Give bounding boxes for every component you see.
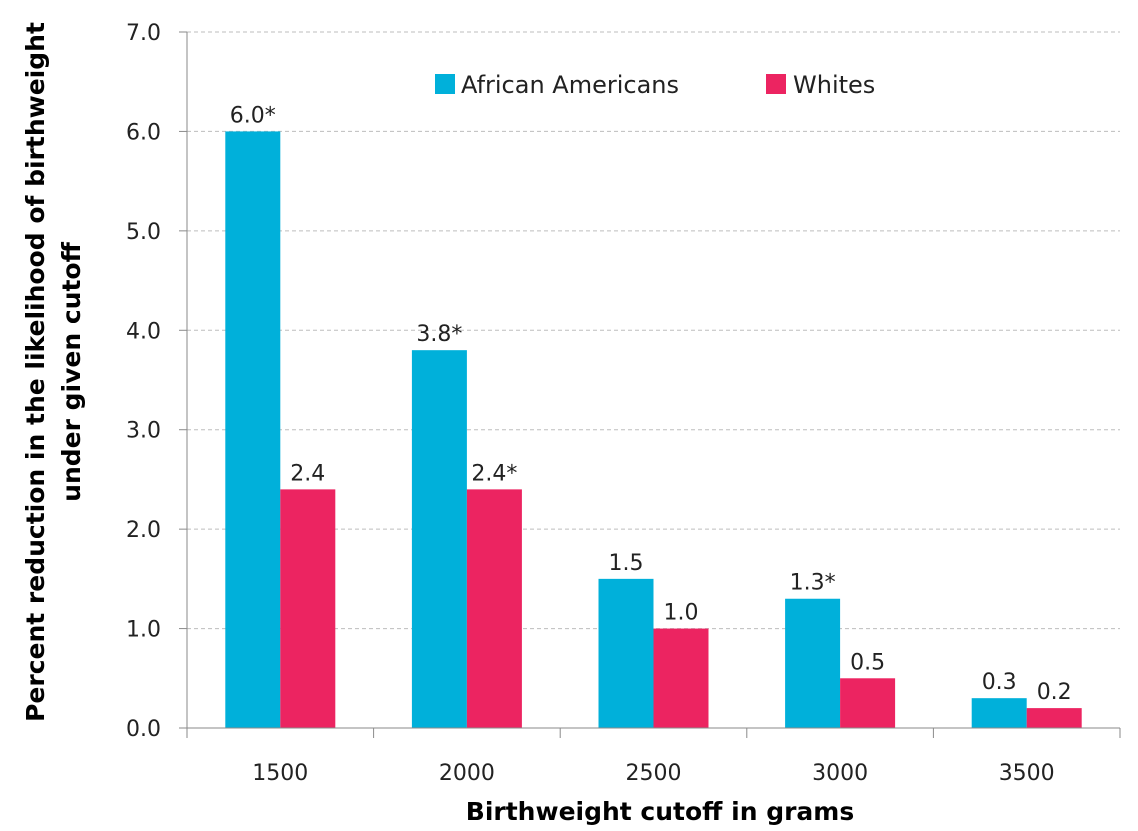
- data-label-whites-2500: 1.0: [664, 601, 699, 626]
- y-tick-label: 3.0: [126, 419, 161, 444]
- data-label-african-americans-1500: 6.0*: [230, 103, 276, 128]
- x-tick-label: 2000: [439, 761, 495, 786]
- data-labels: 6.0* 2.4 3.8* 2.4* 1.5 1.0 1.3* 0.5 0.3 0.2: [230, 103, 1072, 705]
- data-label-african-americans-2500: 1.5: [609, 551, 644, 576]
- x-tick-label: 3500: [999, 761, 1055, 786]
- bar-african-americans-1500: [225, 131, 281, 728]
- legend-label-african-americans: African Americans: [461, 71, 679, 99]
- data-label-african-americans-3000: 1.3*: [790, 571, 836, 596]
- legend-label-whites: Whites: [793, 71, 875, 99]
- data-label-whites-2000: 2.4*: [471, 461, 517, 486]
- x-axis-title: Birthweight cutoff in grams: [466, 797, 854, 826]
- axes: [179, 31, 1121, 738]
- data-label-whites-3500: 0.2: [1037, 680, 1072, 705]
- y-tick-label: 5.0: [126, 220, 161, 245]
- data-label-african-americans-3500: 0.3: [982, 670, 1017, 695]
- bar-whites-3000: [840, 678, 896, 728]
- bar-african-americans-2000: [411, 350, 467, 728]
- data-label-african-americans-2000: 3.8*: [416, 322, 462, 347]
- y-tick-label: 0.0: [126, 717, 161, 742]
- bar-whites-1500: [280, 489, 336, 728]
- bar-african-americans-3500: [971, 698, 1027, 728]
- x-tick-labels: 1500 2000 2500 3000 3500: [252, 761, 1054, 786]
- data-label-whites-3000: 0.5: [850, 650, 885, 675]
- x-tick-label: 1500: [252, 761, 308, 786]
- x-tick-label: 3000: [812, 761, 868, 786]
- y-tick-label: 1.0: [126, 618, 161, 643]
- bar-whites-2000: [466, 489, 522, 728]
- y-axis-title-line-2: under given cutoff: [57, 241, 86, 501]
- y-tick-label: 4.0: [126, 319, 161, 344]
- bars: [225, 131, 1082, 728]
- legend-swatch-whites: [766, 74, 786, 94]
- legend: African Americans Whites: [435, 71, 875, 99]
- y-tick-label: 7.0: [126, 21, 161, 46]
- data-label-whites-1500: 2.4: [290, 461, 325, 486]
- bar-whites-3500: [1026, 708, 1082, 728]
- y-tick-label: 2.0: [126, 518, 161, 543]
- bar-african-americans-3000: [785, 598, 841, 728]
- bar-african-americans-2500: [598, 578, 654, 728]
- bar-whites-2500: [653, 628, 709, 728]
- gridlines: [187, 31, 1120, 630]
- x-tick-label: 2500: [626, 761, 682, 786]
- y-tick-label: 6.0: [126, 120, 161, 145]
- y-tick-labels: 0.0 1.0 2.0 3.0 4.0 5.0 6.0 7.0: [126, 21, 161, 742]
- legend-swatch-african-americans: [435, 74, 455, 94]
- y-axis-title-line-1: Percent reduction in the likelihood of b…: [21, 22, 50, 722]
